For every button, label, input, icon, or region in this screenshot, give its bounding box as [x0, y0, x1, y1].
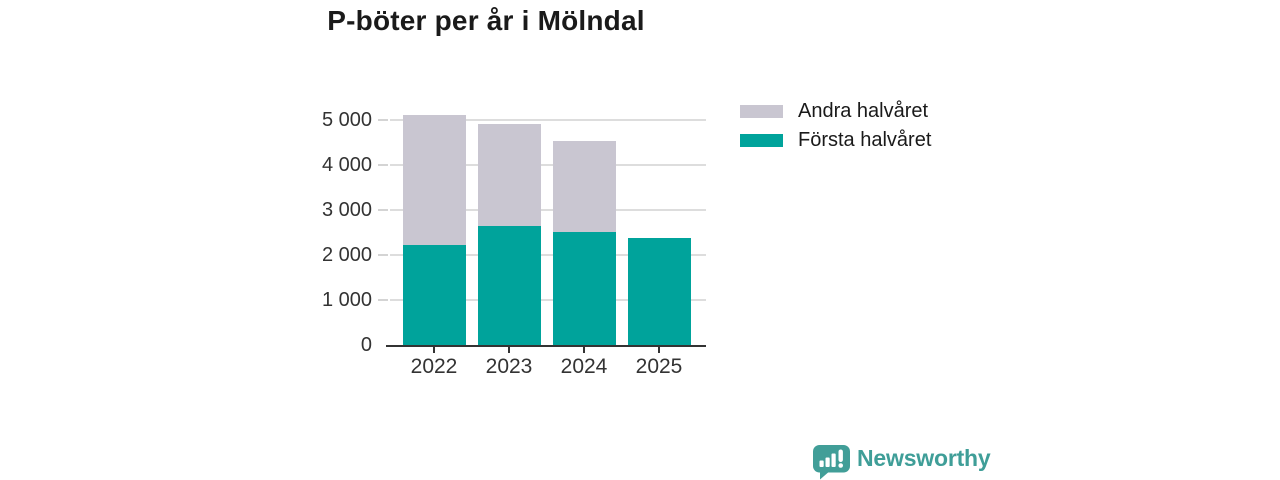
x-axis-tick-label: 2022 [410, 355, 458, 378]
bar-segment-första-halvåret [627, 237, 691, 345]
y-axis-tick [378, 209, 388, 212]
x-axis-tick-label: 2025 [635, 355, 683, 378]
legend-swatch [740, 134, 783, 147]
gridline [390, 299, 706, 302]
bar-segment-första-halvåret [402, 244, 466, 345]
legend-item: Andra halvåret [740, 100, 931, 122]
brand-name: Newsworthy [857, 445, 991, 471]
x-axis-tick [508, 346, 510, 353]
x-axis-tick-label: 2023 [485, 355, 533, 378]
x-axis-tick [433, 346, 435, 353]
y-axis-tick-label: 2 000 [321, 244, 372, 267]
bar-segment-första-halvåret [477, 226, 541, 345]
y-axis-tick [378, 254, 388, 257]
bar-segment-andra-halvåret [402, 114, 466, 245]
chart-title: P-böter per år i Mölndal [327, 5, 645, 36]
legend-item: Första halvåret [740, 129, 932, 151]
bar-segment-första-halvåret [552, 232, 616, 345]
y-axis-tick-label: 3 000 [321, 199, 372, 222]
legend-swatch [740, 105, 783, 118]
y-axis-tick-label: 4 000 [321, 154, 372, 177]
brand-attribution: Newsworthy [812, 444, 991, 480]
x-axis-line [386, 345, 706, 347]
y-axis-tick-label: 0 [360, 334, 372, 356]
legend-label: Första halvåret [798, 129, 932, 151]
y-axis-labels: 0 1 000 2 000 3 000 4 000 5 000 [280, 98, 372, 356]
gridline [390, 254, 706, 257]
gridline [390, 119, 706, 122]
plot-area: 2022 2023 2024 2025 [378, 98, 706, 378]
bar-segment-andra-halvåret [552, 140, 616, 233]
bar-segment-andra-halvåret [477, 124, 541, 226]
x-axis-tick-label: 2024 [560, 355, 608, 378]
y-axis-tick-label: 5 000 [321, 109, 372, 132]
gridline [390, 164, 706, 167]
legend: Andra halvåret Första halvåret [740, 100, 932, 151]
y-axis-tick-label: 1 000 [321, 289, 372, 312]
y-axis-tick [378, 119, 388, 122]
y-axis-tick [378, 299, 388, 302]
newsworthy-logo-icon [813, 445, 850, 480]
legend-label: Andra halvåret [798, 100, 929, 122]
x-axis-tick [583, 346, 585, 353]
gridline [390, 209, 706, 212]
y-axis-tick [378, 164, 388, 167]
x-axis-tick [658, 346, 660, 353]
